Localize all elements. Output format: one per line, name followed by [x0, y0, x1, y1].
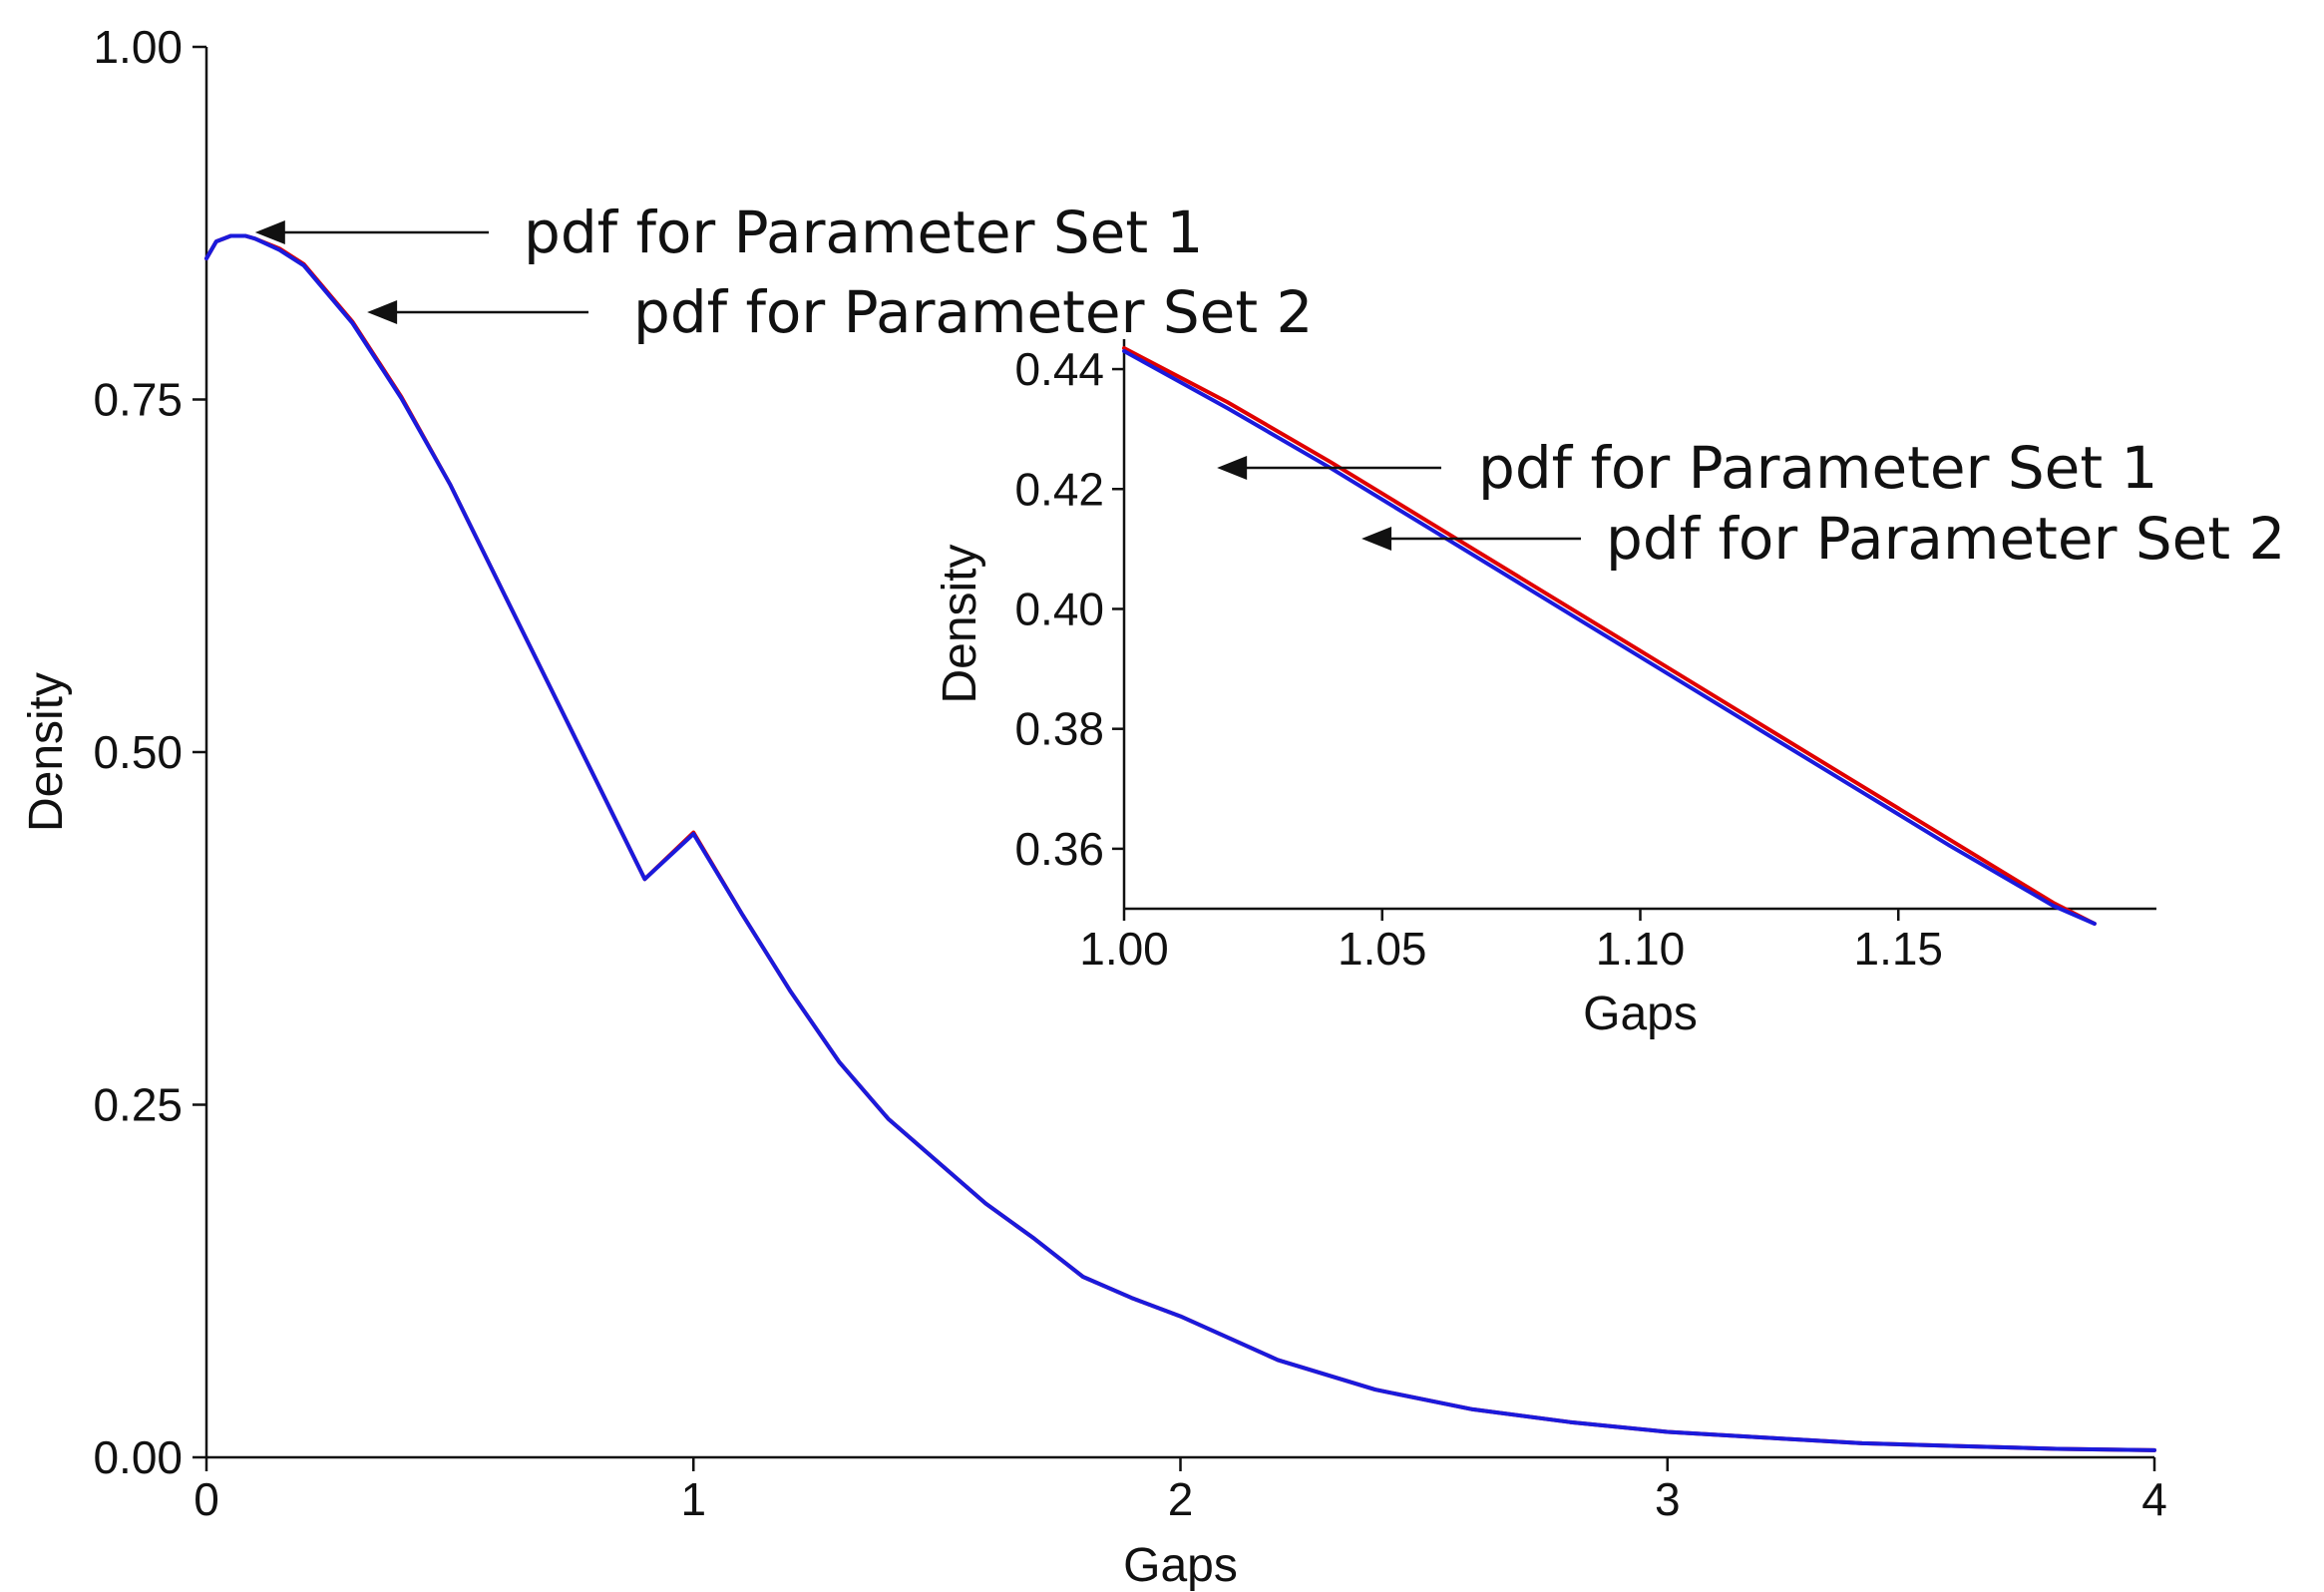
annotation-label: pdf for Parameter Set 1: [524, 199, 1203, 266]
annotation-label: pdf for Parameter Set 2: [1606, 505, 2285, 573]
annotation-arrow-head: [254, 220, 285, 244]
annotation-label: pdf for Parameter Set 1: [1478, 434, 2157, 502]
x-tick-label: 0: [194, 1473, 219, 1525]
y-tick-label: 1.00: [93, 21, 183, 73]
x-tick-label: 1.15: [1853, 923, 1943, 975]
y-tick-label: 0.25: [93, 1079, 183, 1131]
series-line-2: [204, 233, 2156, 1452]
x-tick-label: 4: [2141, 1473, 2167, 1525]
series-line-2: [1122, 349, 2097, 926]
inset-chart: 1.00 1.05 1.10 1.15 0.36 0.38 0.40 0.42 0.44 Gaps…: [934, 339, 2285, 1040]
series-line-1: [204, 233, 2156, 1452]
y-tick-label: 0.75: [93, 374, 183, 426]
y-axis-title: Density: [20, 672, 73, 832]
x-tick-label: 2: [1168, 1473, 1194, 1525]
x-tick-label: 1.05: [1338, 923, 1427, 975]
y-axis-title: Density: [934, 544, 986, 703]
annotation-label: pdf for Parameter Set 2: [633, 278, 1313, 346]
x-tick-label: 1.10: [1596, 923, 1686, 975]
series-line-1: [1122, 346, 2097, 926]
annotation-arrow-head: [1361, 527, 1392, 551]
y-tick-label: 0.38: [1014, 703, 1104, 755]
x-tick-label: 1.00: [1079, 923, 1169, 975]
annotation-arrow-head: [1217, 456, 1248, 480]
x-tick-label: 1: [680, 1473, 706, 1525]
x-axis-title: Gaps: [1123, 1539, 1238, 1592]
y-tick-label: 0.44: [1014, 343, 1104, 395]
annotation-arrow-head: [367, 300, 398, 324]
y-tick-label: 0.00: [93, 1431, 183, 1483]
y-tick-label: 0.42: [1014, 463, 1104, 515]
y-tick-label: 0.50: [93, 726, 183, 778]
y-tick-label: 0.36: [1014, 823, 1104, 875]
x-tick-label: 3: [1655, 1473, 1681, 1525]
x-axis-title: Gaps: [1583, 988, 1698, 1040]
main-chart: 0 1 2 3 4 0.00 0.25 0.50 0.75 1.00 Gaps Density pdf …: [20, 21, 2167, 1592]
y-tick-label: 0.40: [1014, 583, 1104, 634]
